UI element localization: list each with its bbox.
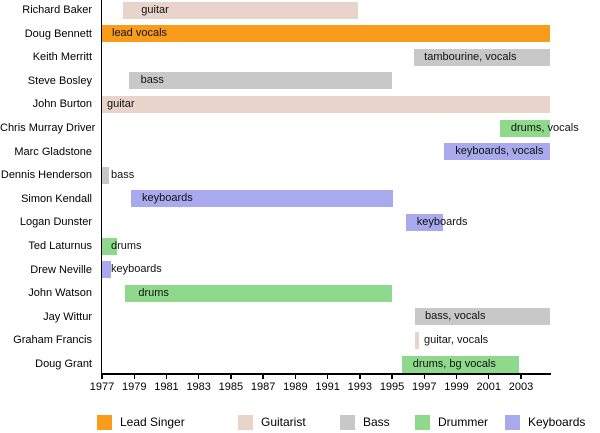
timeline-bar: drums (102, 237, 142, 255)
timeline-bar: bass (128, 72, 392, 90)
x-tick (326, 373, 329, 379)
timeline-bar: guitar (102, 95, 550, 113)
member-name: Logan Dunster (19, 216, 92, 229)
x-tick (423, 373, 425, 379)
bar-role-label: drums (138, 286, 169, 299)
bar-role-label: tambourine, vocals (424, 50, 517, 63)
x-tick (391, 373, 393, 379)
x-tick-label: 1983 (186, 381, 211, 393)
member-name: Richard Baker (22, 4, 92, 16)
timeline-bar: drums, bg vocals (401, 355, 519, 373)
legend-label: Lead Singer (120, 415, 185, 430)
bar-role-label: bass (140, 74, 164, 87)
legend-swatch-keyboards-icon (505, 415, 520, 431)
member-name: Jay Wittur (43, 310, 92, 323)
bar-role-label: drums (111, 239, 142, 252)
legend-item-drummer: Drummer (415, 414, 488, 431)
x-tick-label: 1979 (121, 381, 147, 393)
member-name: Steve Bosley (27, 74, 92, 87)
x-tick-label: 1977 (89, 381, 115, 393)
timeline-bar: guitar (123, 1, 359, 19)
member-name: Dennis Henderson (0, 169, 92, 182)
x-tick (230, 373, 232, 379)
bar-role-label: guitar (107, 97, 135, 110)
x-tick-label: 1987 (250, 381, 276, 393)
member-name: Doug Bennett (24, 27, 92, 40)
x-tick-label: 1991 (315, 381, 340, 393)
bar-role-label: keyboards (142, 192, 193, 205)
legend-label: Guitarist (261, 415, 306, 430)
legend-item-guitarist: Guitarist (238, 414, 306, 431)
x-tick-label: 1997 (412, 381, 437, 393)
member-name: John Watson (28, 287, 92, 300)
timeline-bar: bass (102, 166, 135, 184)
y-axis-line (100, 0, 103, 375)
bar-role-label: drums, vocals (510, 121, 579, 134)
bar-role-label: keyboards (416, 215, 468, 228)
legend-label: Keyboards (528, 415, 586, 430)
x-tick (294, 373, 297, 379)
timeline-bar: keyboards (102, 261, 162, 279)
timeline-bar: bass, vocals (414, 308, 550, 326)
member-name: Keith Merritt (32, 51, 92, 64)
legend-item-bass: Bass (340, 414, 390, 431)
legend-swatch-leadsinger-icon (97, 415, 112, 431)
legend-item-leadsinger: Lead Singer (97, 414, 185, 431)
x-tick (520, 373, 522, 379)
member-name: Simon Kendall (21, 192, 92, 205)
bar-role-label: drums, bg vocals (412, 357, 496, 370)
x-tick-label: 2001 (476, 381, 501, 393)
bar-role-label: bass (111, 168, 135, 181)
legend-swatch-bass-icon (340, 415, 355, 431)
bar-role-label: keyboards, vocals (455, 145, 544, 158)
bar-role-label: lead vocals (112, 27, 168, 40)
x-tick-label: 1981 (154, 381, 179, 393)
timeline-bar: keyboards (405, 213, 468, 231)
member-name: Ted Laturnus (28, 240, 92, 252)
x-axis-line (100, 373, 551, 375)
timeline-bar: drums, vocals (499, 119, 579, 137)
member-name: Doug Grant (35, 358, 92, 370)
member-name: Chris Murray Driver (0, 122, 96, 134)
x-tick-label: 1989 (283, 381, 308, 393)
legend-swatch-drummer-icon (415, 415, 430, 431)
x-tick (455, 373, 458, 379)
legend-swatch-guitarist-icon (238, 415, 253, 431)
x-tick-label: 1985 (218, 381, 244, 393)
timeline-bar: keyboards (131, 190, 393, 208)
legend-label: Bass (363, 415, 390, 430)
timeline-bar: guitar, vocals (414, 331, 488, 349)
bar-role-label: guitar (141, 3, 169, 16)
x-tick (359, 373, 361, 379)
member-name: Marc Gladstone (14, 145, 92, 158)
x-tick (165, 373, 168, 379)
legend-item-keyboards: Keyboards (505, 414, 586, 431)
x-tick-label: 1995 (379, 381, 405, 393)
x-tick (197, 373, 200, 379)
member-name: Drew Neville (30, 263, 92, 276)
bar-role-label: keyboards (111, 263, 162, 276)
timeline-bar: tambourine, vocals (414, 48, 550, 66)
member-name: John Burton (32, 98, 92, 111)
x-tick (133, 373, 135, 379)
timeline-bar: drums (125, 284, 392, 302)
x-tick (262, 373, 264, 379)
timeline-bar: keyboards, vocals (444, 143, 550, 161)
member-name: Graham Francis (13, 334, 92, 347)
timeline-bar: lead vocals (102, 25, 550, 43)
legend-label: Drummer (438, 415, 488, 430)
bar-role-label: guitar, vocals (423, 333, 489, 346)
x-tick-label: 1993 (347, 381, 373, 393)
x-tick (101, 373, 103, 379)
x-tick-label: 2003 (508, 381, 534, 393)
x-tick (488, 373, 490, 379)
x-tick-label: 1999 (444, 381, 469, 393)
bar-role-label: bass, vocals (424, 310, 486, 323)
